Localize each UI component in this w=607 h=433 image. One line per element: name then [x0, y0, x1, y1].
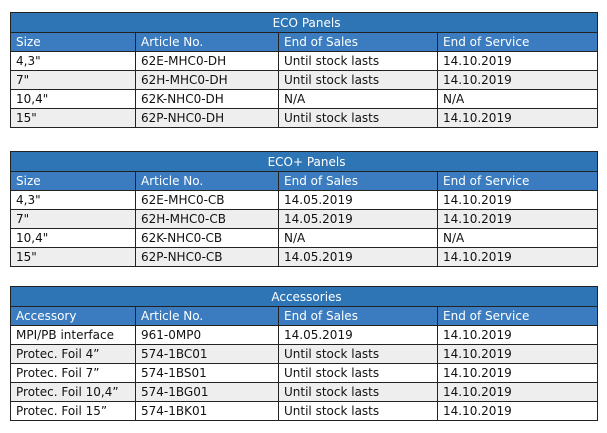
cell: 7" — [10, 209, 136, 229]
cell: 62E-MHC0-CB — [135, 190, 279, 210]
cell: 14.10.2019 — [436, 209, 599, 229]
table-title: Accessories — [9, 286, 599, 307]
cell: 15" — [10, 247, 136, 267]
cell: 574-1BC01 — [135, 344, 279, 364]
data-table: ECO+ Panels Size Article No. End of Sales En… — [9, 151, 599, 267]
cell: 62H-MHC0-CB — [135, 209, 279, 229]
cell: Until stock lasts — [278, 344, 438, 364]
cell: Until stock lasts — [278, 401, 438, 421]
cell: 62P-NHC0-DH — [135, 108, 279, 128]
table-row: 4,3" 62E-MHC0-CB 14.05.2019 14.10.2019 — [10, 190, 599, 210]
cell: 14.10.2019 — [436, 51, 599, 71]
title-row: ECO+ Panels — [9, 151, 599, 172]
table-row: 10,4" 62K-NHC0-CB N/A N/A — [10, 228, 599, 248]
cell: 62E-MHC0-DH — [135, 51, 279, 71]
cell: 62K-NHC0-CB — [135, 228, 279, 248]
table-row: Protec. Foil 4” 574-1BC01 Until stock last… — [10, 344, 599, 364]
cell: N/A — [278, 228, 438, 248]
table-row: 7" 62H-MHC0-DH Until stock lasts 14.10.2019 — [10, 70, 599, 90]
cell: 14.10.2019 — [436, 344, 599, 364]
cell: 14.05.2019 — [278, 325, 438, 345]
cell: 14.10.2019 — [436, 247, 599, 267]
cell: 14.05.2019 — [278, 209, 438, 229]
column-header: Article No. — [135, 32, 279, 52]
cell: Protec. Foil 15” — [10, 401, 136, 421]
cell: Protec. Foil 10,4” — [10, 382, 136, 402]
table-row: MPI/PB interface 961-0MP0 14.05.2019 14.10.… — [10, 325, 599, 345]
cell: 574-1BS01 — [135, 363, 279, 383]
column-header: End of Service — [436, 306, 599, 326]
table-title: ECO Panels — [9, 12, 599, 33]
cell: 62P-NHC0-CB — [135, 247, 279, 267]
table-row: Protec. Foil 7” 574-1BS01 Until stock last… — [10, 363, 599, 383]
column-header: Article No. — [135, 306, 279, 326]
table-title: ECO+ Panels — [9, 151, 599, 172]
cell: 15" — [10, 108, 136, 128]
table-row: 10,4" 62K-NHC0-DH N/A N/A — [10, 89, 599, 109]
cell: Until stock lasts — [278, 70, 438, 90]
cell: 14.10.2019 — [436, 363, 599, 383]
cell: 10,4" — [10, 228, 136, 248]
cell: MPI/PB interface — [10, 325, 136, 345]
table-row: 15" 62P-NHC0-CB 14.05.2019 14.10.2019 — [10, 247, 599, 267]
header-row: Accessory Article No. End of Sales End of S… — [10, 306, 599, 326]
cell: 14.10.2019 — [436, 108, 599, 128]
cell: N/A — [436, 89, 599, 109]
column-header: End of Sales — [278, 32, 438, 52]
cell: 961-0MP0 — [135, 325, 279, 345]
header-row: Size Article No. End of Sales End of Servic… — [10, 171, 599, 191]
table-row: 4,3" 62E-MHC0-DH Until stock lasts 14.10.20… — [10, 51, 599, 71]
cell: Until stock lasts — [278, 363, 438, 383]
cell: 14.05.2019 — [278, 247, 438, 267]
table-row: 15" 62P-NHC0-DH Until stock lasts 14.10.201… — [10, 108, 599, 128]
cell: 62K-NHC0-DH — [135, 89, 279, 109]
column-header: End of Sales — [278, 306, 438, 326]
cell: 574-1BK01 — [135, 401, 279, 421]
cell: 14.10.2019 — [436, 382, 599, 402]
cell: 14.10.2019 — [436, 325, 599, 345]
cell: Until stock lasts — [278, 108, 438, 128]
cell: Until stock lasts — [278, 382, 438, 402]
data-table: ECO Panels Size Article No. End of Sales End… — [9, 12, 599, 128]
cell: 14.10.2019 — [436, 70, 599, 90]
table-row: Protec. Foil 10,4” 574-1BG01 Until stock l… — [10, 382, 599, 402]
cell: 574-1BG01 — [135, 382, 279, 402]
cell: Protec. Foil 7” — [10, 363, 136, 383]
cell: Protec. Foil 4” — [10, 344, 136, 364]
table-row: 7" 62H-MHC0-CB 14.05.2019 14.10.2019 — [10, 209, 599, 229]
cell: 14.10.2019 — [436, 401, 599, 421]
title-row: Accessories — [9, 286, 599, 307]
cell: N/A — [436, 228, 599, 248]
cell: 7" — [10, 70, 136, 90]
cell: N/A — [278, 89, 438, 109]
column-header: Size — [10, 32, 136, 52]
column-header: End of Sales — [278, 171, 438, 191]
cell: Until stock lasts — [278, 51, 438, 71]
data-table: Accessories Accessory Article No. End of Sa… — [9, 286, 599, 421]
cell: 10,4" — [10, 89, 136, 109]
cell: 4,3" — [10, 190, 136, 210]
table-row: Protec. Foil 15” 574-1BK01 Until stock las… — [10, 401, 599, 421]
cell: 62H-MHC0-DH — [135, 70, 279, 90]
cell: 14.05.2019 — [278, 190, 438, 210]
column-header: End of Service — [436, 32, 599, 52]
column-header: Article No. — [135, 171, 279, 191]
column-header: End of Service — [436, 171, 599, 191]
cell: 14.10.2019 — [436, 190, 599, 210]
column-header: Accessory — [10, 306, 136, 326]
header-row: Size Article No. End of Sales End of Servic… — [10, 32, 599, 52]
cell: 4,3" — [10, 51, 136, 71]
title-row: ECO Panels — [9, 12, 599, 33]
column-header: Size — [10, 171, 136, 191]
